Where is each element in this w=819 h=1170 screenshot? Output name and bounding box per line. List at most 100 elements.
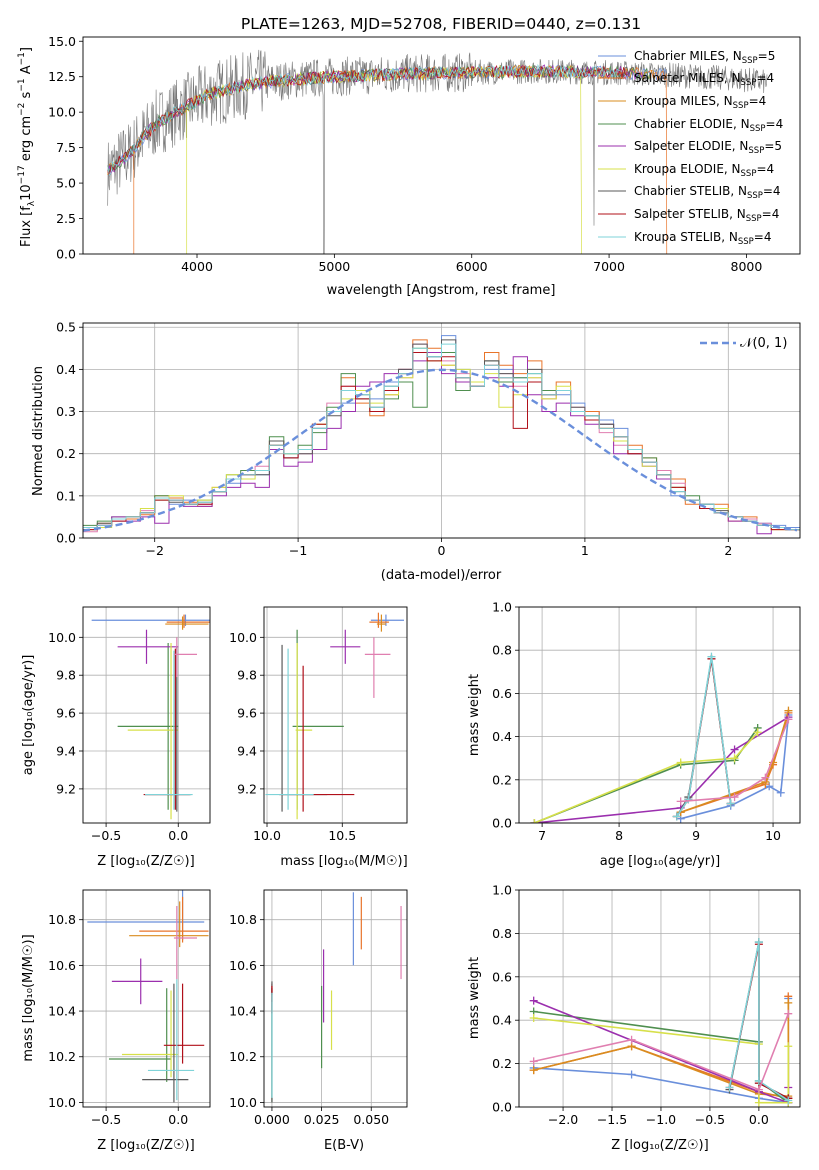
mass-weight-marker (529, 1057, 538, 1066)
spectrum-legend: Chabrier MILES, NSSP=5 Salpeter MILES, N… (634, 49, 783, 247)
y-tick-label: 15.0 (48, 34, 76, 49)
mass-weight-marker (676, 758, 685, 767)
y-tick-label: 0.2 (56, 446, 76, 461)
y-tick-label: 0.0 (56, 247, 76, 262)
massweight-vs-age-panel: 7 8 9 10 0.0 0.2 0.4 0.6 0.8 1.0 (492, 600, 801, 843)
y-tick-label: 0.0 (492, 1100, 512, 1115)
errorbars (87, 890, 209, 1103)
y-tick-label: 0.5 (56, 320, 76, 335)
y-tick-label: 9.2 (56, 781, 76, 796)
mass-weight-marker (726, 799, 735, 808)
x-tick-label: 7000 (593, 259, 625, 274)
x-tick-label: 10.5 (328, 828, 356, 843)
y-tick-label: 0.4 (492, 729, 512, 744)
y-tick-label: 0.4 (56, 362, 76, 377)
y-tick-label: 0.8 (492, 926, 512, 941)
mass-weight-marker (754, 1098, 763, 1107)
mass-ebv-xlabel: E(B-V) (324, 1138, 364, 1153)
axes-frame (82, 606, 211, 824)
mass-weight-marker (672, 812, 681, 821)
y-tick-label: 10.8 (229, 912, 257, 927)
age-vs-metallicity-panel: −0.5 0.0 9.2 9.4 9.6 9.8 10.0 (48, 606, 211, 843)
residual-ylabel: Normed distribution (31, 366, 46, 496)
mass-weight-line-4 (534, 716, 789, 823)
y-tick-label: 10.0 (229, 630, 257, 645)
axes-frame (518, 606, 801, 824)
x-tick-label: 0.025 (304, 1112, 340, 1127)
y-tick-label: 0.6 (492, 969, 512, 984)
mass-weight-marker (529, 996, 538, 1005)
x-tick-label: −1.0 (646, 1112, 676, 1127)
figure-title: PLATE=1263, MJD=52708, FIBERID=0440, z=0… (241, 15, 641, 33)
y-tick-label: 0.0 (56, 531, 76, 546)
mass-weight-marker (725, 1083, 734, 1092)
y-tick-label: 9.8 (237, 668, 257, 683)
x-tick-label: 8000 (731, 259, 763, 274)
mass-weight-marker (754, 1085, 763, 1094)
errorbars (271, 892, 402, 1103)
legend-entry-2: Kroupa MILES, NSSP=4 (634, 94, 766, 111)
mass-weight-marker (761, 773, 770, 782)
x-tick-label: 0 (438, 543, 446, 558)
x-tick-label: −0.5 (91, 828, 121, 843)
mw-age-xlabel: age [log₁₀(age/yr)] (600, 854, 721, 869)
y-tick-label: 0.2 (492, 1056, 512, 1071)
errorbars (91, 614, 210, 820)
y-tick-label: 1.0 (492, 600, 512, 615)
x-tick-label: 0.0 (168, 1112, 188, 1127)
spectrum-panel: 4000 5000 6000 7000 8000 0.0 2.5 5.0 7.5 10.0 12.5… (48, 34, 801, 274)
x-tick-label: 0.0 (168, 828, 188, 843)
mass-weight-line-9 (680, 719, 790, 803)
residual-histogram-panel: −2 −1 0 1 2 0.0 0.1 0.2 0.3 0.4 0.5 (56, 320, 801, 558)
y-tick-label: 10.6 (229, 958, 257, 973)
mass-weight-marker (529, 1014, 538, 1023)
age-vs-mass-panel: 10.0 10.5 9.2 9.4 9.6 9.8 10.0 (229, 606, 408, 843)
mass-weight-marker (529, 1066, 538, 1075)
x-tick-label: 10.0 (253, 828, 281, 843)
y-tick-label: 1.0 (492, 883, 512, 898)
normal-legend-label: 𝒩(0, 1) (740, 336, 787, 351)
x-tick-label: 4000 (181, 259, 213, 274)
age-mass-xlabel: mass [log₁₀(M/M☉)] (280, 854, 407, 869)
y-tick-label: 10.0 (48, 1095, 76, 1110)
mass-weight-marker (784, 1042, 793, 1051)
x-tick-label: 9 (692, 828, 700, 843)
mass-weight-marker (754, 938, 763, 947)
mw-z-xlabel: Z [log₁₀(Z/Z☉)] (611, 1138, 708, 1153)
y-tick-label: 9.4 (237, 744, 257, 759)
mass-z-ylabel: mass [log₁₀(M/M☉)] (21, 934, 36, 1061)
mass-weight-marker (684, 795, 693, 804)
x-tick-label: 10 (765, 828, 781, 843)
y-tick-label: 9.8 (56, 668, 76, 683)
y-tick-label: 10.2 (229, 1049, 257, 1064)
y-tick-label: 0.6 (492, 686, 512, 701)
mass-vs-metallicity-panel: −0.5 0.0 10.0 10.2 10.4 10.6 10.8 (48, 889, 211, 1127)
mw-z-ylabel: mass weight (467, 957, 482, 1039)
y-tick-label: 10.2 (48, 1049, 76, 1064)
residual-xlabel: (data-model)/error (381, 568, 502, 583)
x-tick-label: 6000 (456, 259, 488, 274)
normal-curve (83, 368, 798, 532)
x-tick-label: 7 (538, 828, 546, 843)
spectrum-xlabel: wavelength [Angstrom, rest frame] (327, 283, 556, 298)
y-tick-label: 9.4 (56, 744, 76, 759)
legend-entry-1: Salpeter MILES, NSSP=4 (634, 71, 774, 88)
x-tick-label: −1 (289, 543, 307, 558)
y-tick-label: 10.4 (48, 1004, 76, 1019)
mass-weight-marker (784, 998, 793, 1007)
axes-frame (263, 606, 408, 824)
mass-weight-marker (627, 1070, 636, 1079)
y-tick-label: 7.5 (56, 140, 76, 155)
model-spectrum-4 (107, 64, 644, 175)
legend-entry-8: Kroupa STELIB, NSSP=4 (634, 230, 772, 247)
mass-weight-lines (529, 938, 793, 1107)
x-tick-label: 2 (724, 543, 732, 558)
y-tick-label: 9.6 (237, 706, 257, 721)
legend-entry-3: Chabrier ELODIE, NSSP=4 (634, 117, 783, 134)
mass-weight-marker (676, 797, 685, 806)
x-tick-label: −2 (145, 543, 163, 558)
x-tick-label: 0.0 (749, 1112, 769, 1127)
x-tick-label: 0.000 (254, 1112, 290, 1127)
y-tick-label: 10.0 (48, 630, 76, 645)
